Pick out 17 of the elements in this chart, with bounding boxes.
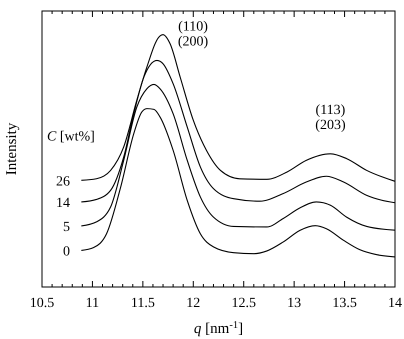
x-tick-label: 12.5 [231,296,256,311]
series-label: 0 [63,244,70,260]
annotation: (110) (200) [178,20,209,50]
x-tick-label: 12 [186,296,200,311]
x-tick-label: 13.5 [332,296,357,311]
series-label: 14 [56,196,70,211]
series-label: 26 [56,174,70,190]
x-tick-label: 11.5 [130,296,155,311]
series-label: 5 [63,220,70,235]
legend-title: C [wt%] [47,129,95,144]
x-tick-label: 14 [388,296,402,311]
x-axis-title: q [nm$^{-1}$] [194,320,244,337]
x-tick-label: 13 [287,296,302,311]
annotation: (113) (203) [315,102,346,133]
y-axis-title: Intensity [4,122,20,176]
x-tick-label: 10.5 [30,296,54,311]
x-tick-label: 11 [86,296,100,311]
